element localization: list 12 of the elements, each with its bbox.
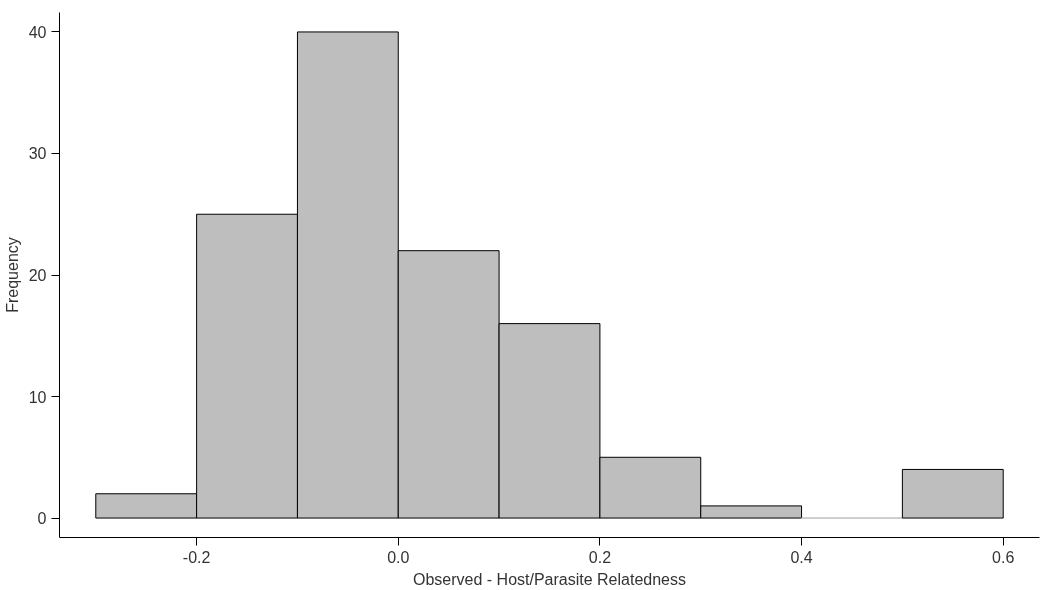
x-tick-label: 0.4 [790, 548, 813, 566]
y-tick-label: 0 [37, 510, 47, 528]
x-tick-label: 0.0 [387, 548, 410, 566]
y-axis-title: Frequency [3, 237, 21, 313]
x-tick-label: -0.2 [182, 548, 211, 566]
y-tick-label: 30 [28, 145, 47, 163]
x-tick-label: 0.2 [588, 548, 612, 566]
x-axis-title: Observed - Host/Parasite Relatedness [412, 570, 687, 588]
y-tick-label: 40 [28, 23, 47, 41]
x-tick-label: 0.6 [992, 548, 1015, 566]
y-tick-label: 10 [28, 388, 47, 406]
y-tick-label: 20 [28, 267, 47, 284]
